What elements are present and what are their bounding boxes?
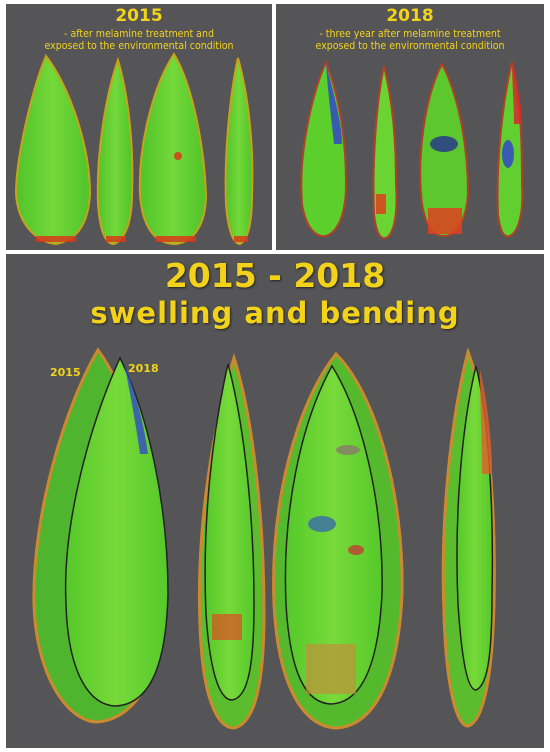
artifact-4-2015 <box>224 57 254 246</box>
label-2015: 2015 <box>50 366 81 379</box>
comparison-title: 2015 - 2018 <box>164 256 386 295</box>
overlay-artifact-2 <box>197 352 266 730</box>
panel-2015: 2015 - after melamine treatment and expo… <box>6 4 272 250</box>
scan-2015-image <box>14 52 254 246</box>
overlay-artifact-4 <box>441 347 496 728</box>
overlay-artifact-1 <box>32 347 169 724</box>
panel-comparison: 2015 - 2018 swelling and bending 2015 20… <box>6 254 544 748</box>
panel-2015-subtitle-1: - after melamine treatment and <box>64 28 214 40</box>
artifact-3-2015 <box>138 52 208 246</box>
panel-2018-subtitle-1: - three year after melamine treatment <box>319 28 501 40</box>
scan-2018-image <box>300 59 524 240</box>
artifact-1-2015 <box>14 54 92 246</box>
overlay-artifact-3 <box>272 351 404 730</box>
artifact-1-2018 <box>300 59 348 238</box>
panel-2018: 2018 - three year after melamine treatme… <box>276 4 544 250</box>
overlay-comparison-image <box>32 347 496 730</box>
panel-2018-subtitle-2: exposed to the environmental condition <box>315 40 505 52</box>
artifact-2-2015 <box>96 56 134 246</box>
panel-2015-subtitle-2: exposed to the environmental condition <box>44 40 234 52</box>
panel-2015-title: 2015 <box>115 6 163 26</box>
comparison-subtitle: swelling and bending <box>90 296 460 330</box>
panel-2018-title: 2018 <box>386 6 434 26</box>
label-2018: 2018 <box>128 362 159 375</box>
